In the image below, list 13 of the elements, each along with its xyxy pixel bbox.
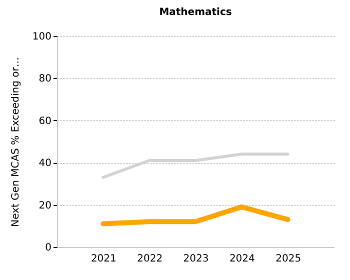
y-tick-label: 40 bbox=[38, 158, 52, 170]
y-axis-title: Next Gen MCAS % Exceeding or… bbox=[10, 57, 22, 227]
x-tick-label: 2022 bbox=[137, 254, 163, 264]
y-tick-label: 100 bbox=[32, 32, 52, 42]
y-tick-label: 20 bbox=[38, 200, 52, 212]
y-tick-label: 60 bbox=[38, 116, 52, 127]
x-tick-label: 2025 bbox=[276, 254, 302, 264]
chart-title: Mathematics bbox=[159, 7, 232, 18]
x-tick-label: 2021 bbox=[90, 254, 116, 264]
x-tick-label: 2023 bbox=[183, 254, 209, 264]
y-tick-label: 80 bbox=[38, 74, 52, 85]
y-tick-label: 0 bbox=[45, 242, 52, 254]
x-tick-label: 2024 bbox=[229, 254, 255, 264]
